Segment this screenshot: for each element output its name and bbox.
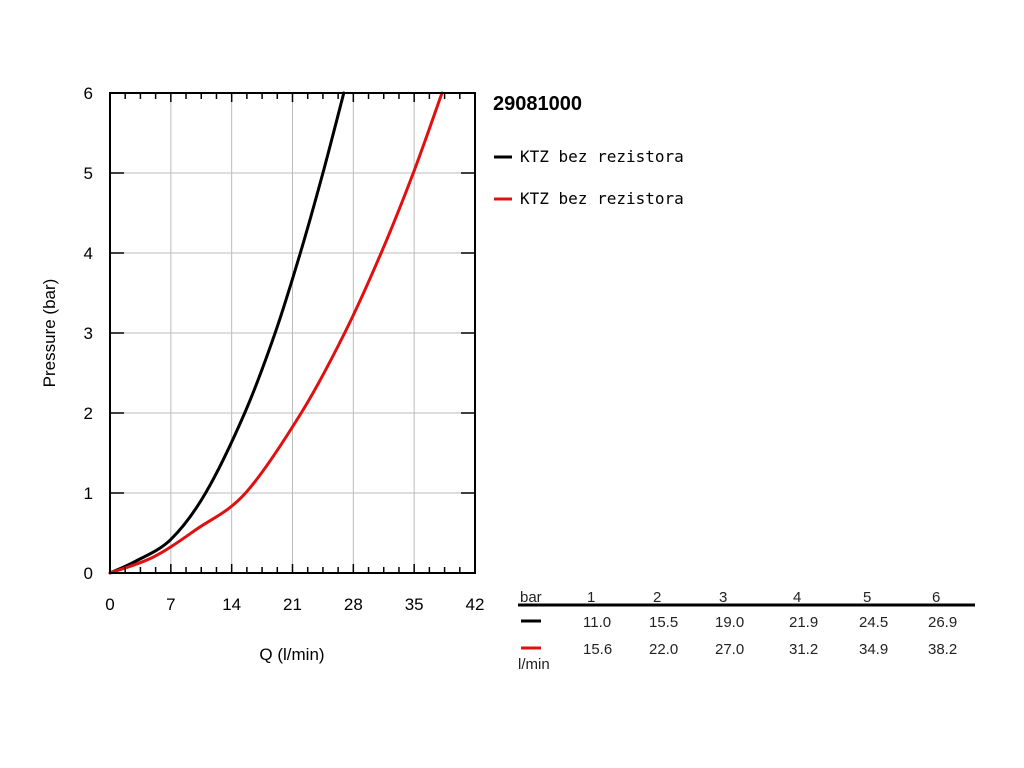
x-tick-label: 14 xyxy=(222,595,241,614)
table-cell: 19.0 xyxy=(715,614,744,631)
y-tick-label: 6 xyxy=(84,84,93,103)
y-axis-title: Pressure (bar) xyxy=(40,279,59,388)
table-cell: 15.6 xyxy=(583,641,612,658)
table-cell: 34.9 xyxy=(859,641,888,658)
series-line-1 xyxy=(108,91,346,575)
table-column-header: 6 xyxy=(932,589,940,606)
tick-labels: 0 7 14 21 28 35 42 0 1 2 3 4 5 6 xyxy=(84,84,485,614)
axis-ticks xyxy=(109,92,476,574)
table-column-header: 1 xyxy=(587,589,595,606)
table-cell: 11.0 xyxy=(583,614,611,631)
value-table: bar 1 2 3 4 5 6 11.0 15.5 19.0 21.9 24.5 26.9 15.6 22.… xyxy=(518,589,975,673)
legend-label: KTZ bez rezistora xyxy=(520,189,684,208)
table-cell: 26.9 xyxy=(928,614,957,631)
legend: KTZ bez rezistora KTZ bez rezistora xyxy=(494,147,684,208)
table-column-header: 3 xyxy=(719,589,727,606)
y-tick-label: 4 xyxy=(84,244,93,263)
table-column-header: 2 xyxy=(653,589,661,606)
x-axis-title: Q (l/min) xyxy=(259,645,324,664)
x-tick-label: 42 xyxy=(466,595,485,614)
legend-label: KTZ bez rezistora xyxy=(520,147,684,166)
table-cell: 22.0 xyxy=(649,641,678,658)
x-tick-label: 0 xyxy=(105,595,114,614)
x-tick-label: 35 xyxy=(405,595,424,614)
table-cell: 27.0 xyxy=(715,641,744,658)
x-tick-label: 7 xyxy=(166,595,175,614)
y-tick-label: 3 xyxy=(84,324,93,343)
table-column-header: 5 xyxy=(863,589,871,606)
table-column-header: 4 xyxy=(793,589,801,606)
table-header-label: bar xyxy=(520,589,542,606)
table-unit-label: l/min xyxy=(518,656,550,673)
chart-title: 29081000 xyxy=(493,93,582,115)
y-tick-label: 0 xyxy=(84,564,93,583)
grid xyxy=(110,93,475,573)
table-cell: 15.5 xyxy=(649,614,678,631)
table-cell: 21.9 xyxy=(789,614,818,631)
y-tick-label: 2 xyxy=(84,404,93,423)
y-tick-label: 5 xyxy=(84,164,93,183)
y-tick-label: 1 xyxy=(84,484,93,503)
table-cell: 24.5 xyxy=(859,614,888,631)
table-cell: 31.2 xyxy=(789,641,818,658)
x-tick-label: 21 xyxy=(283,595,302,614)
table-cell: 38.2 xyxy=(928,641,957,658)
series-lines xyxy=(108,91,444,575)
series-line-2 xyxy=(108,91,444,575)
x-tick-label: 28 xyxy=(344,595,363,614)
